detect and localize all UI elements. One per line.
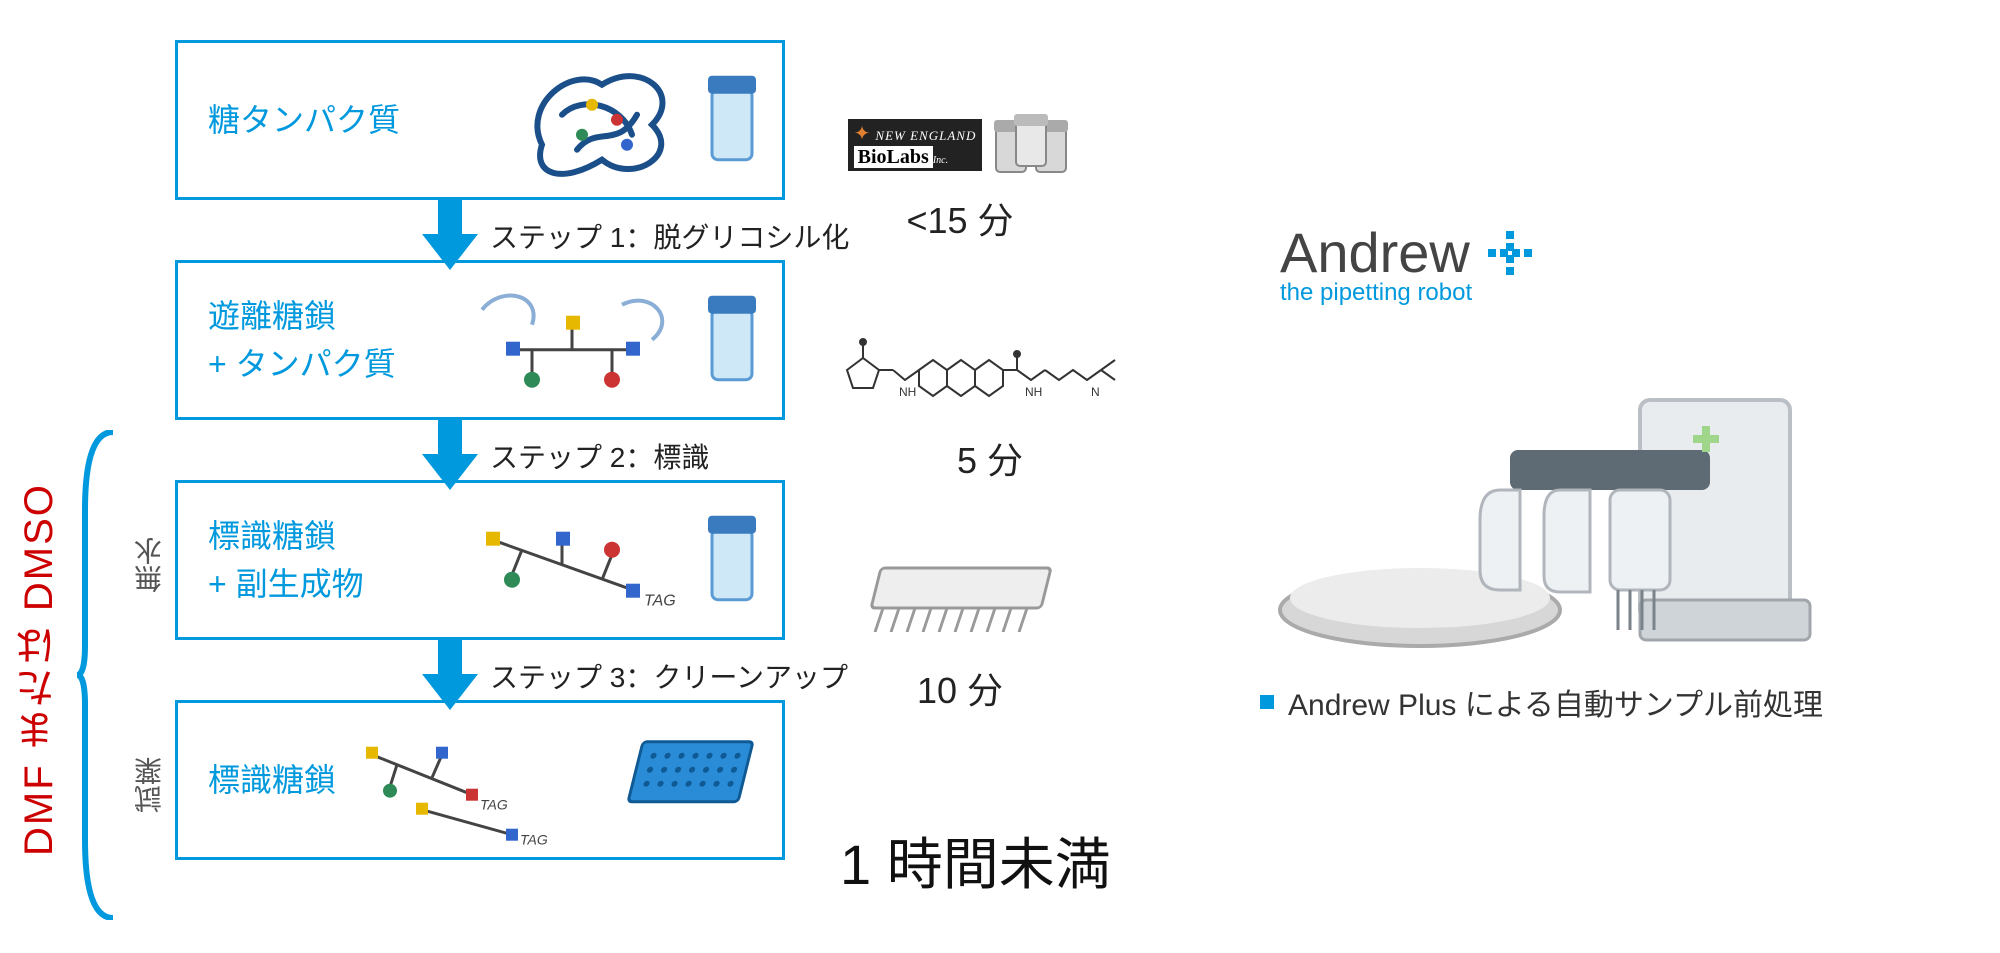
flow-box-3: 標識糖鎖 + 副生成物 TAG [175,480,785,640]
andrew-robot-image [1260,330,1820,675]
flow-box-1-label: 糖タンパク質 [208,96,400,144]
andrew-plus-icon [1486,229,1534,277]
flow-box-3-label: 標識糖鎖 + 副生成物 [208,512,364,608]
solvent-vertical-label: DMF または DMSO [10,420,68,920]
flow-box-4-label: 標識糖鎖 [208,756,336,804]
arrow-3 [420,640,480,710]
reagent-deglycosylation: ✦ NEW ENGLAND BioLabsInc. <15 分 [830,110,1090,244]
well-plate-blue-icon [622,730,762,830]
sublabel-reagent: 試薬 [130,710,170,860]
flow-box-2-graphic [472,271,762,410]
flow-box-3-graphic: TAG [472,491,762,630]
time-step-2: 5 分 [957,432,1023,484]
total-time-label: 1 時間未満 [840,820,1111,901]
released-glycan-icon [472,280,682,400]
andrew-caption: Andrew Plus による自動サンプル前処理 [1260,680,1823,724]
biolabs-logo: ✦ NEW ENGLAND BioLabsInc. [848,119,983,171]
arrow-2 [420,420,480,490]
svg-text:TAG: TAG [644,593,676,610]
labeling-chemical-structure-icon: NH NH N [835,330,1145,420]
step-1-label: ステップ 1：脱グリコシル化 [490,216,849,256]
svg-text:N: N [1091,385,1100,399]
svg-text:TAG: TAG [480,797,508,813]
vial-icon [702,70,762,170]
flow-box-1-graphic [522,51,762,190]
labeled-glycan-clean-icon: TAG TAG [362,715,602,845]
arrow-1 [420,200,480,270]
reagent-vials-icon [992,110,1072,180]
brace-icon [75,430,115,920]
labeled-glycan-mix-icon: TAG [472,500,682,620]
svg-text:NH: NH [1025,385,1042,399]
andrew-caption-text: Andrew Plus による自動サンプル前処理 [1288,680,1823,724]
vial-icon [702,290,762,390]
glycoprotein-icon [522,55,682,185]
bullet-square-icon [1260,695,1274,709]
time-step-3: 10 分 [917,662,1003,714]
flow-box-4: 標識糖鎖 TAG TAG [175,700,785,860]
vial-icon [702,510,762,610]
sublabel-anhydrous: 無水 [130,490,170,640]
step-2-label: ステップ 2：標識 [490,436,709,476]
flow-box-4-graphic: TAG TAG [362,711,762,850]
svg-text:TAG: TAG [520,832,548,845]
reagent-cleanup: 10 分 [830,560,1090,714]
svg-text:NH: NH [899,385,916,399]
step-3-label: ステップ 3：クリーンアップ [490,656,848,696]
andrew-logo-tagline: the pipetting robot [1280,279,1534,307]
flow-box-2-label: 遊離糖鎖 + タンパク質 [208,292,396,388]
flow-box-1: 糖タンパク質 [175,40,785,200]
time-step-1: <15 分 [906,192,1013,244]
flow-box-2: 遊離糖鎖 + タンパク質 [175,260,785,420]
cleanup-plate-icon [855,560,1065,650]
reagent-labeling: NH NH N 5 分 [830,330,1150,484]
andrew-logo-name: Andrew [1280,220,1470,285]
glycan-prep-diagram: DMF または DMSO 無水 試薬 糖タンパク質 [0,0,2000,953]
andrew-logo: Andrew the pipetting robot [1280,220,1534,307]
